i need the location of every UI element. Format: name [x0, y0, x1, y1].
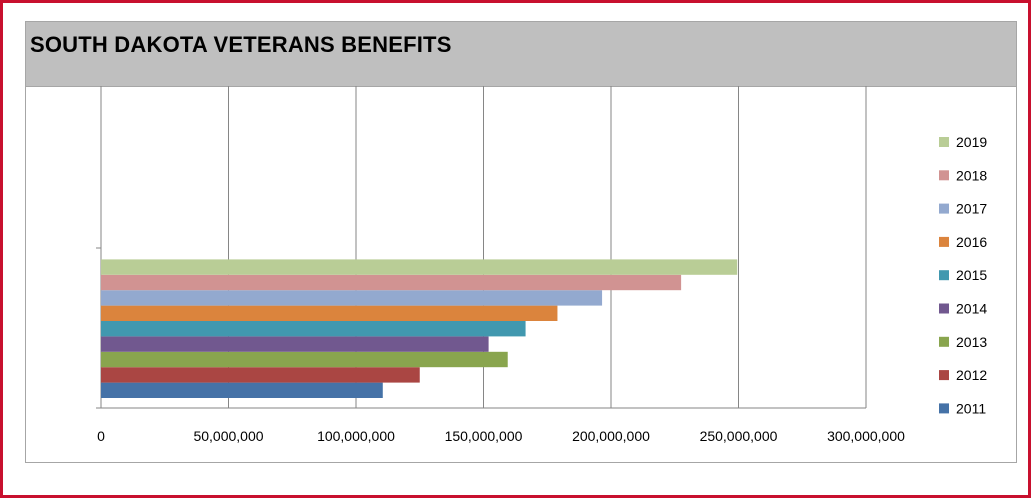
legend-label-2011: 2011 [956, 400, 986, 416]
legend-swatch-2017 [939, 203, 949, 214]
title-band: SOUTH DAKOTA VETERANS BENEFITS [26, 22, 1016, 87]
legend-swatch-2012 [939, 370, 949, 381]
bar-2014 [101, 336, 489, 352]
legend-swatch-2018 [939, 170, 949, 181]
x-tick-label-6: 300,000,000 [827, 428, 905, 444]
bar-2013 [101, 351, 508, 368]
legend-label-2015: 2015 [956, 267, 987, 283]
chart-title: SOUTH DAKOTA VETERANS BENEFITS [30, 32, 452, 57]
legend-swatch-2013 [939, 336, 949, 347]
bar-2016 [101, 305, 558, 321]
legend-swatch-2015 [939, 270, 949, 281]
legend-swatch-2019 [939, 137, 949, 147]
bar-2018 [101, 274, 682, 291]
x-tick-label-1: 50,000,000 [193, 428, 263, 444]
bar-2012 [101, 367, 420, 383]
bar-2019 [101, 259, 738, 275]
x-tick-label-5: 250,000,000 [700, 428, 778, 444]
legend-swatch-2014 [939, 303, 949, 314]
legend-swatch-2011 [939, 403, 949, 414]
legend-label-2013: 2013 [956, 334, 987, 350]
bar-2011 [101, 382, 383, 398]
x-tick-label-4: 200,000,000 [572, 428, 650, 444]
chart-area: SOUTH DAKOTA VETERANS BENEFITS 0 50,000,0… [25, 21, 1017, 463]
legend-label-2019: 2019 [956, 134, 987, 150]
legend-label-2012: 2012 [956, 367, 987, 383]
legend-label-2017: 2017 [956, 201, 987, 217]
x-tick-label-2: 100,000,000 [317, 428, 395, 444]
bar-2017 [101, 290, 603, 306]
bar-chart-plot: 0 50,000,000 100,000,000 150,000,000 200,000… [96, 86, 987, 444]
legend-label-2016: 2016 [956, 234, 987, 250]
legend-label-2018: 2018 [956, 167, 987, 183]
x-tick-label-3: 150,000,000 [445, 428, 523, 444]
legend-swatch-2016 [939, 236, 949, 247]
bar-2015 [101, 321, 526, 337]
legend-label-2014: 2014 [956, 301, 987, 317]
x-tick-label-0: 0 [97, 428, 105, 444]
